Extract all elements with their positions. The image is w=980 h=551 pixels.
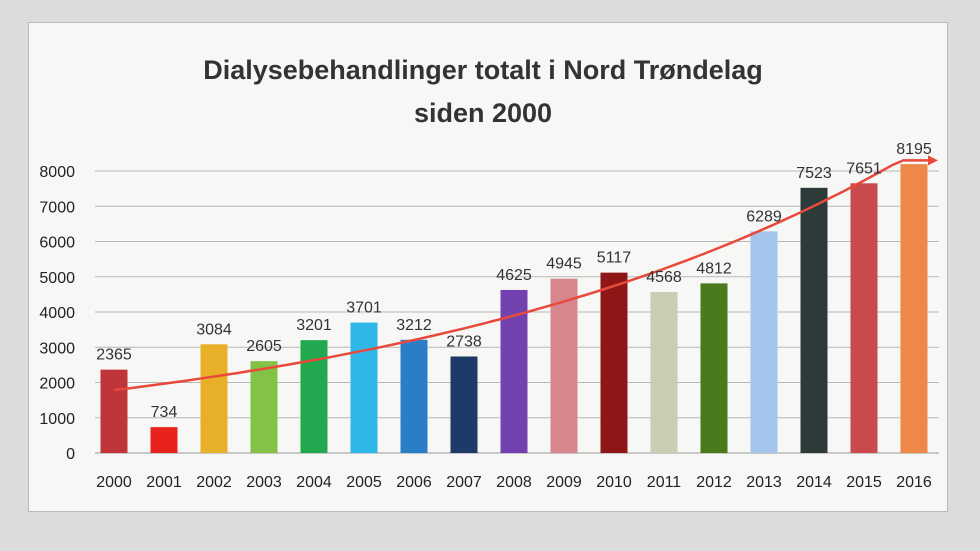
bars — [100, 164, 928, 453]
bar-2010 — [600, 272, 628, 453]
data-label: 4812 — [696, 260, 732, 277]
y-tick-label: 6000 — [39, 235, 75, 252]
bar-2007 — [450, 356, 478, 453]
data-label: 5117 — [597, 250, 632, 267]
trendline-curve — [113, 155, 938, 392]
x-tick-label: 2003 — [246, 474, 282, 491]
y-tick-label: 1000 — [39, 411, 75, 428]
x-tick-label: 2013 — [746, 474, 782, 491]
chart-title: Dialysebehandlinger totalt i Nord Trønde… — [203, 55, 763, 85]
y-tick-label: 8000 — [39, 164, 75, 181]
bar-2011 — [650, 291, 678, 453]
bar-2006 — [400, 339, 428, 453]
trendline — [113, 155, 938, 392]
data-label: 2738 — [446, 333, 482, 350]
data-label: 3701 — [346, 300, 382, 317]
bar-2016 — [900, 164, 928, 453]
data-label: 4568 — [646, 269, 682, 286]
x-tick-label: 2002 — [196, 474, 232, 491]
x-axis-ticks: 2000 2001 2002 2003 2004 2005 2006 2007 2008 2009… — [96, 474, 932, 491]
data-label: 3201 — [296, 317, 332, 334]
bar-2009 — [550, 278, 578, 453]
data-label: 6289 — [746, 208, 782, 225]
y-tick-label: 4000 — [39, 305, 75, 322]
x-tick-label: 2016 — [896, 474, 932, 491]
bar-chart: Dialysebehandlinger totalt i Nord Trønde… — [39, 55, 939, 491]
bar-2015 — [850, 183, 878, 453]
bar-2012 — [700, 283, 728, 453]
y-tick-label: 2000 — [39, 376, 75, 393]
data-label: 7651 — [846, 160, 882, 177]
bar-2004 — [300, 340, 328, 453]
x-tick-label: 2004 — [296, 474, 332, 491]
data-label: 3084 — [196, 321, 232, 338]
x-tick-label: 2006 — [396, 474, 432, 491]
data-label: 8195 — [896, 141, 932, 158]
data-label: 4945 — [546, 256, 582, 273]
bar-2002 — [200, 344, 228, 453]
y-tick-label: 7000 — [39, 199, 75, 216]
x-tick-label: 2010 — [596, 474, 632, 491]
y-tick-label: 3000 — [39, 340, 75, 357]
bar-2013 — [750, 231, 778, 453]
chart-panel: Dialysebehandlinger totalt i Nord Trønde… — [28, 22, 948, 512]
data-labels: 2365 734 3084 2605 3201 3701 3212 2738 4625 4945 5… — [96, 141, 932, 421]
x-tick-label: 2000 — [96, 474, 132, 491]
x-tick-label: 2015 — [846, 474, 882, 491]
data-label: 4625 — [496, 267, 532, 284]
x-tick-label: 2008 — [496, 474, 532, 491]
data-label: 2365 — [96, 347, 132, 364]
x-tick-label: 2001 — [146, 474, 182, 491]
x-tick-label: 2012 — [696, 474, 732, 491]
bar-2001 — [150, 427, 178, 453]
x-tick-label: 2007 — [446, 474, 482, 491]
data-label: 2605 — [246, 338, 282, 355]
y-tick-label: 5000 — [39, 270, 75, 287]
x-tick-label: 2011 — [647, 474, 682, 491]
bar-2003 — [250, 361, 278, 453]
x-tick-label: 2009 — [546, 474, 582, 491]
y-tick-label: 0 — [66, 446, 75, 463]
data-label: 734 — [151, 404, 178, 421]
data-label: 3212 — [396, 317, 432, 334]
bar-2005 — [350, 322, 378, 453]
y-axis-ticks: 0 1000 2000 3000 4000 5000 6000 7000 8000 — [39, 164, 75, 463]
bar-2000 — [100, 369, 128, 453]
data-label: 7523 — [796, 165, 832, 182]
chart-subtitle: siden 2000 — [414, 98, 552, 128]
x-tick-label: 2014 — [796, 474, 832, 491]
bar-2014 — [800, 187, 828, 453]
x-tick-label: 2005 — [346, 474, 382, 491]
